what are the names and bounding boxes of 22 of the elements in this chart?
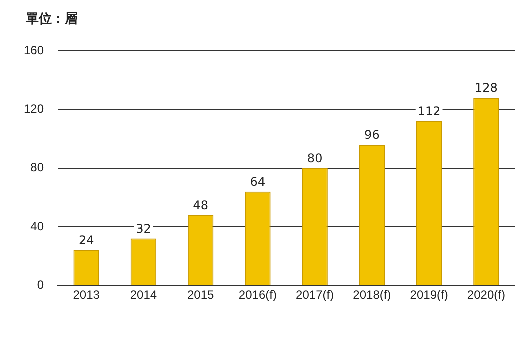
data-label: 48: [193, 198, 208, 212]
data-label: 96: [364, 128, 380, 142]
x-tick-label: 2020(f): [467, 288, 506, 302]
data-label: 128: [474, 81, 498, 96]
x-tick-label: 2016(f): [238, 288, 277, 302]
data-label: 112: [418, 104, 441, 119]
y-tick-label: 160: [24, 44, 44, 58]
x-tick-label: 2014: [130, 288, 158, 302]
y-tick-label: 40: [30, 219, 44, 234]
y-tick-label: 120: [24, 102, 44, 116]
x-tick-label: 2019(f): [410, 288, 448, 302]
y-tick-label: 80: [30, 160, 44, 175]
data-label: 32: [136, 222, 152, 236]
chart-title: 單位：層: [26, 11, 78, 28]
x-tick-label: 2018(f): [353, 288, 392, 302]
y-tick-label: 0: [37, 278, 44, 292]
data-label: 64: [250, 174, 266, 189]
data-label: 80: [307, 152, 323, 166]
x-tick-label: 2015: [187, 288, 214, 302]
x-tick-label: 2017(f): [296, 288, 334, 302]
x-tick-label: 2013: [73, 288, 100, 302]
data-label: 24: [78, 234, 94, 248]
